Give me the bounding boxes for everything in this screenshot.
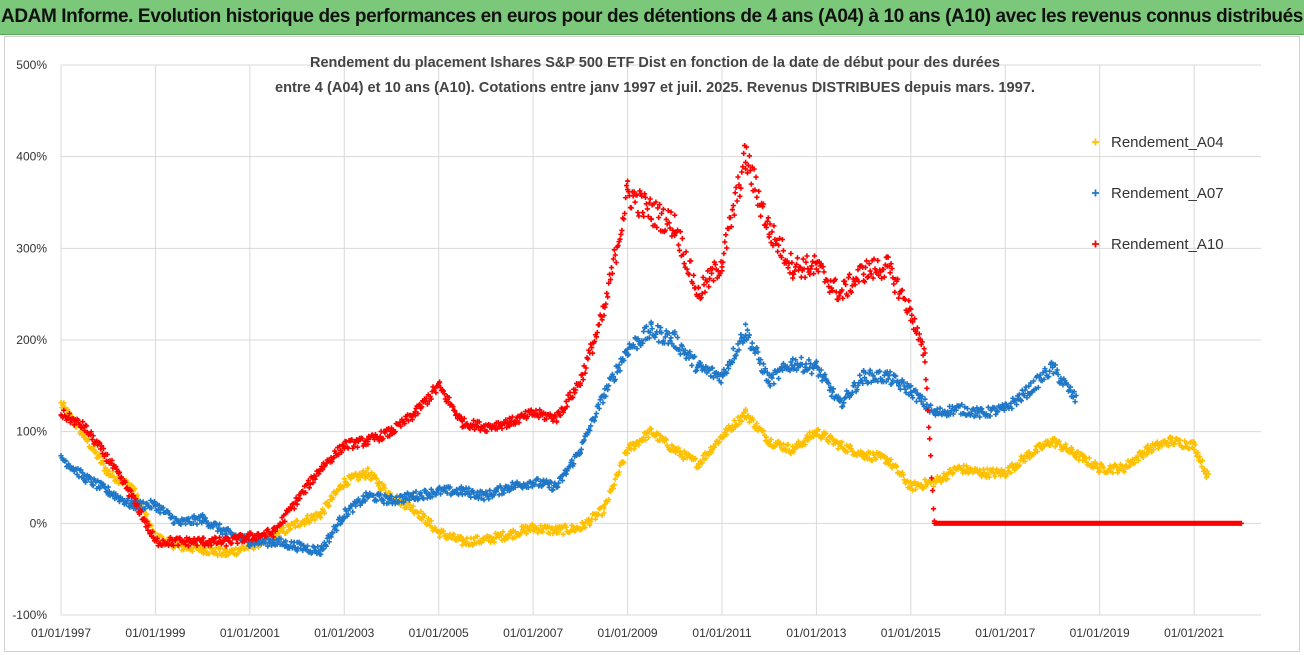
legend-marker [1092,138,1099,146]
legend: Rendement_A04 Rendement_A07 Rendement_A10 [1092,134,1224,253]
x-tick-label: 01/01/2021 [1164,626,1224,640]
series-markers [58,143,1244,549]
x-tick-labels: 01/01/1997 01/01/1999 01/01/2001 01/01/2003… [31,626,1224,640]
data-points [58,143,1244,559]
series-Rendement_A07 [58,319,1079,557]
x-tick-label: 01/01/1997 [31,626,91,640]
legend-label: Rendement_A07 [1111,185,1224,202]
chart-title: Rendement du placement Ishares S&P 500 E… [275,54,1035,96]
x-tick-label: 01/01/2015 [881,626,941,640]
x-tick-label: 01/01/2007 [503,626,563,640]
legend-item: Rendement_A10 [1092,236,1224,253]
x-tick-label: 01/01/2001 [220,626,280,640]
legend-label: Rendement_A10 [1111,236,1224,253]
chart-frame: -100% 0% 100% 200% 300% 400% 500% 01/01/1997 01… [4,36,1300,652]
chart-title-line: entre 4 (A04) et 10 ans (A10). Cotations… [275,79,1035,96]
x-tick-label: 01/01/2019 [1070,626,1130,640]
y-tick-label: -100% [12,608,47,622]
legend-item: Rendement_A07 [1092,185,1224,202]
x-tick-label: 01/01/2017 [975,626,1035,640]
chart-title-line: Rendement du placement Ishares S&P 500 E… [310,54,1000,71]
legend-label: Rendement_A04 [1111,134,1224,151]
y-tick-label: 300% [16,241,47,255]
y-tick-label: 200% [16,333,47,347]
x-tick-label: 01/01/2013 [786,626,846,640]
x-tick-label: 01/01/2005 [409,626,469,640]
series-markers [58,319,1079,557]
series-Rendement_A04 [58,399,1211,559]
series-Rendement_A10 [58,143,1244,549]
x-tick-label: 01/01/2011 [692,626,751,640]
y-tick-label: 0% [30,516,48,530]
x-tick-label: 01/01/2003 [314,626,374,640]
banner-title: ADAM Informe. Evolution historique des p… [0,0,1304,35]
y-tick-label: 100% [16,425,47,439]
legend-marker [1092,189,1099,197]
legend-item: Rendement_A04 [1092,134,1224,151]
scatter-chart: -100%0%100%200%300%400%500% 01/01/1997 01… [12,54,1261,640]
y-tick-label: 400% [16,150,47,164]
x-tick-label: 01/01/2009 [598,626,658,640]
x-tick-label: 01/01/1999 [125,626,185,640]
y-tick-label: 500% [16,58,47,72]
legend-marker [1092,240,1099,248]
series-markers [58,399,1211,559]
y-tick-labels: -100% 0% 100% 200% 300% 400% 500% [12,58,47,622]
